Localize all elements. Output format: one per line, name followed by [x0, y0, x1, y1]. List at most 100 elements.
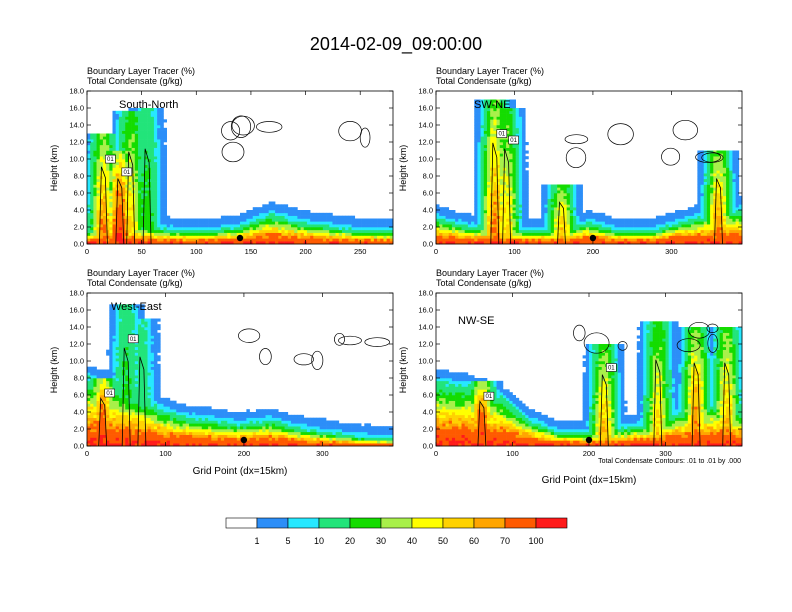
tracer-cell [150, 440, 155, 444]
tracer-cell [102, 161, 107, 165]
tracer-cell [134, 150, 139, 154]
tracer-cell [678, 241, 682, 245]
tracer-cell [361, 232, 365, 236]
tracer-cell [147, 341, 152, 345]
tracer-cell [726, 156, 730, 160]
tracer-cell [122, 332, 126, 336]
tracer-cell [735, 207, 740, 211]
tracer-cell [557, 195, 561, 199]
tracer-cell [176, 232, 180, 236]
tracer-cell [569, 215, 574, 219]
tracer-cell [125, 395, 129, 399]
tracer-cell [474, 130, 478, 134]
tracer-cell [633, 224, 638, 228]
tracer-cell [480, 190, 485, 194]
tracer-cell [522, 187, 526, 191]
tracer-cell [553, 218, 558, 222]
tracer-cell [361, 229, 365, 233]
tracer-cell [338, 221, 343, 225]
tracer-cell [115, 380, 120, 384]
tracer-cell [115, 210, 120, 214]
tracer-cell [515, 164, 520, 168]
tracer-cell [252, 227, 257, 231]
tracer-cell [357, 221, 362, 225]
tracer-cell [102, 440, 107, 444]
tracer-cell [131, 363, 136, 367]
tracer-cell [118, 318, 123, 322]
tracer-cell [332, 232, 336, 236]
tracer-cell [518, 108, 523, 112]
tracer-cell [474, 150, 478, 154]
tracer-cell [125, 386, 129, 390]
tracer-cell [125, 139, 129, 143]
tracer-cell [147, 400, 152, 404]
tracer-cell [563, 201, 567, 205]
tracer-cell [367, 221, 371, 225]
tracer-cell [595, 212, 599, 216]
tracer-cell [90, 173, 94, 177]
tracer-cell [90, 204, 94, 208]
tracer-cell [99, 204, 104, 208]
tracer-cell [220, 232, 225, 236]
tracer-cell [569, 193, 574, 197]
tracer-cell [169, 238, 174, 242]
tracer-cell [134, 176, 139, 180]
tracer-cell [176, 224, 180, 228]
tracer-cell [163, 181, 167, 185]
tracer-cell [480, 184, 485, 188]
tracer-cell [512, 184, 516, 188]
tracer-cell [589, 232, 593, 236]
tracer-cell [515, 167, 520, 171]
tracer-cell [109, 443, 113, 447]
tracer-cell [106, 150, 110, 154]
tracer-cell [122, 161, 126, 165]
tracer-cell [106, 400, 110, 404]
tracer-cell [480, 156, 485, 160]
tracer-cell [134, 318, 139, 322]
tracer-cell [122, 127, 126, 131]
tracer-cell [93, 409, 97, 413]
condensate-contour [231, 115, 255, 136]
tracer-cell [147, 153, 152, 157]
tracer-cell [471, 215, 475, 219]
tracer-cell [90, 167, 94, 171]
tracer-cell [131, 136, 136, 140]
tracer-cell [87, 386, 91, 390]
tracer-cell [281, 235, 285, 239]
tracer-cell [214, 229, 218, 233]
tracer-cell [518, 113, 523, 117]
tracer-cell [573, 201, 577, 205]
tracer-cell [611, 218, 615, 222]
tracer-cell [515, 181, 520, 185]
tracer-cell [118, 142, 123, 146]
tracer-cell [179, 224, 183, 228]
tracer-cell [506, 187, 510, 191]
tracer-cell [141, 403, 145, 407]
tracer-cell [131, 164, 136, 168]
tracer-cell [138, 403, 142, 407]
tracer-cell [93, 224, 97, 228]
tracer-cell [125, 136, 129, 140]
tracer-cell [109, 310, 113, 314]
tracer-cell [134, 440, 139, 444]
tracer-cell [499, 167, 504, 171]
tracer-cell [487, 110, 491, 114]
tracer-cell [99, 210, 104, 214]
tracer-cell [233, 229, 238, 233]
tracer-cell [474, 224, 478, 228]
tracer-cell [118, 414, 123, 418]
tracer-cell [122, 392, 126, 396]
tracer-cell [262, 218, 266, 222]
tracer-cell [703, 187, 708, 191]
tracer-cell [722, 229, 727, 233]
tracer-cell [255, 207, 260, 211]
tracer-cell [240, 224, 244, 228]
tracer-cell [477, 122, 481, 126]
tracer-cell [150, 201, 155, 205]
tracer-cell [115, 417, 120, 421]
tracer-cell [338, 241, 343, 245]
tracer-cell [153, 144, 158, 148]
tracer-cell [649, 218, 654, 222]
tracer-cell [474, 235, 478, 239]
tracer-cell [506, 136, 510, 140]
